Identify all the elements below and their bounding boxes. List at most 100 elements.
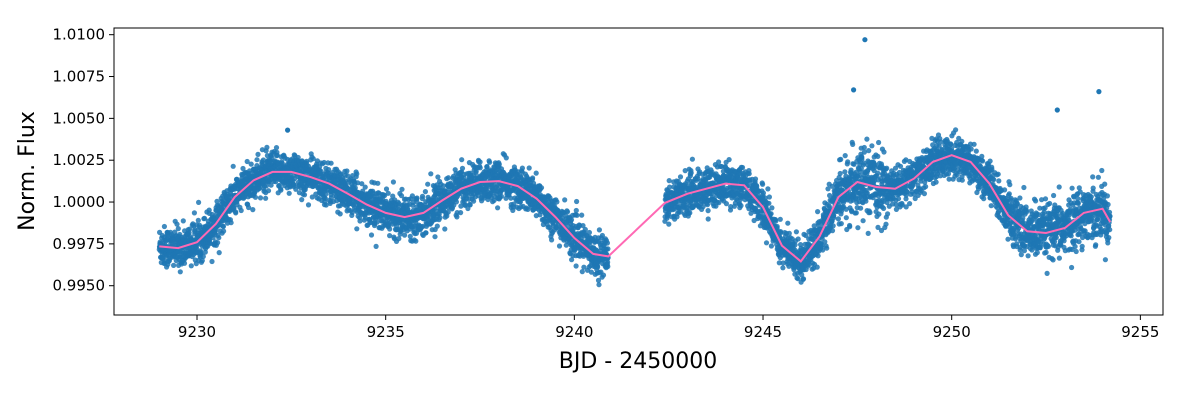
data-point [322, 195, 328, 201]
data-point [517, 199, 523, 205]
data-point [766, 200, 772, 206]
data-point [508, 195, 514, 201]
data-point [682, 168, 688, 174]
data-point [765, 186, 771, 192]
data-point [188, 263, 194, 269]
data-point [291, 182, 297, 188]
data-point [402, 232, 408, 238]
data-point [599, 232, 606, 239]
data-point [581, 264, 587, 270]
data-point [423, 230, 429, 236]
data-point [845, 159, 851, 165]
data-point [323, 191, 329, 197]
data-point [580, 223, 586, 229]
data-point [278, 187, 284, 193]
data-point [596, 282, 602, 288]
data-point [774, 223, 780, 230]
data-point [859, 155, 865, 161]
data-point [864, 136, 870, 142]
data-point [196, 199, 202, 205]
data-point [221, 228, 227, 234]
data-point [419, 193, 426, 199]
data-point [830, 223, 836, 229]
data-point [538, 185, 545, 191]
data-point [498, 193, 504, 199]
data-point [445, 209, 451, 215]
data-point [233, 210, 239, 216]
data-point [256, 186, 262, 192]
data-point [831, 215, 837, 221]
data-point [286, 190, 292, 196]
data-point [689, 156, 696, 162]
data-point [604, 240, 611, 246]
data-point [793, 229, 800, 235]
data-point [838, 221, 844, 227]
data-point [876, 139, 882, 146]
data-point [843, 215, 849, 221]
data-point [425, 181, 431, 187]
data-point [305, 202, 312, 208]
data-point [876, 211, 882, 217]
data-point [357, 218, 363, 224]
data-point [556, 243, 563, 249]
data-point [677, 174, 684, 180]
data-point [495, 205, 501, 211]
data-point [933, 179, 939, 185]
data-point [773, 218, 779, 224]
data-point [246, 204, 252, 211]
data-point [437, 215, 443, 221]
data-point [923, 184, 929, 190]
data-point [399, 186, 405, 192]
data-point [214, 198, 220, 204]
data-point [687, 210, 693, 216]
data-point [422, 189, 428, 195]
data-point [471, 198, 477, 204]
data-point [533, 170, 539, 176]
data-point [323, 202, 329, 208]
data-point [238, 207, 244, 214]
data-point [907, 201, 913, 207]
data-point [215, 240, 221, 246]
data-point [666, 178, 672, 184]
data-point [344, 168, 350, 174]
data-point [454, 214, 460, 220]
data-point [688, 170, 694, 176]
data-point [254, 157, 260, 163]
data-point [387, 226, 393, 232]
data-point [895, 196, 902, 202]
data-point [605, 263, 611, 270]
data-point [375, 180, 381, 186]
data-point [595, 277, 602, 283]
data-point [858, 205, 864, 211]
data-point [181, 260, 188, 266]
data-point [763, 240, 770, 246]
data-point [383, 186, 390, 192]
data-point [228, 220, 234, 226]
data-point [310, 156, 316, 162]
data-point [815, 209, 821, 215]
data-point [252, 194, 259, 200]
data-point [863, 198, 869, 204]
data-point [768, 211, 774, 217]
data-point [769, 205, 775, 211]
data-point [667, 184, 673, 190]
data-point [549, 237, 555, 243]
data-point [459, 165, 466, 171]
data-point [407, 233, 413, 239]
data-point [554, 199, 560, 205]
data-point [216, 250, 222, 256]
data-point [180, 218, 186, 224]
data-point [768, 243, 775, 249]
data-point [739, 164, 746, 171]
data-point [309, 194, 315, 200]
data-point [885, 211, 891, 217]
data-point [866, 148, 872, 154]
data-point [428, 171, 434, 177]
data-point [510, 201, 517, 207]
data-point [264, 144, 270, 150]
data-point [244, 158, 250, 165]
data-point [726, 157, 732, 163]
data-point [723, 201, 730, 207]
data-point [666, 221, 672, 227]
data-point [959, 138, 965, 144]
